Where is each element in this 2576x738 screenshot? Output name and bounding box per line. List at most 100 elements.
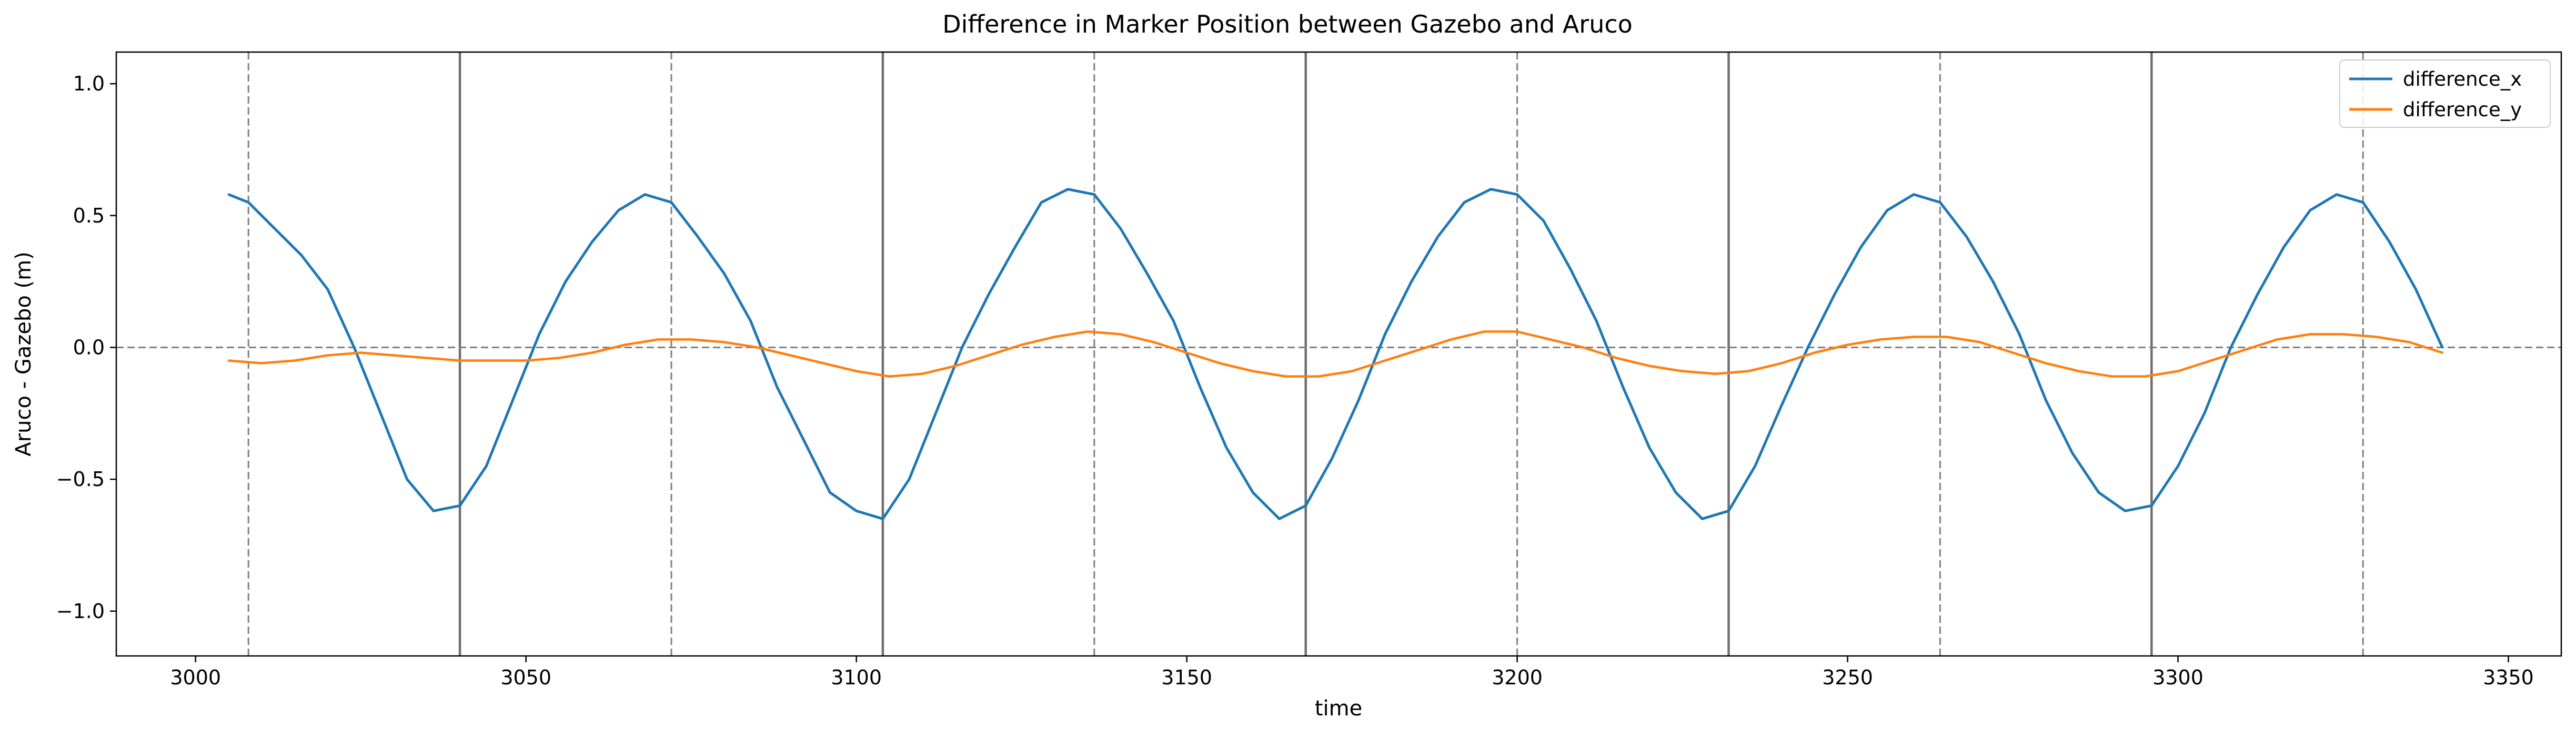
data-point-difference_y: [2210, 359, 2212, 362]
y-tick-label: 0.0: [73, 336, 105, 359]
data-point-difference_x: [1939, 201, 1941, 204]
data-point-difference_y: [2309, 333, 2311, 336]
data-point-difference_x: [1701, 518, 1704, 520]
data-point-difference_x: [855, 510, 858, 512]
data-point-difference_x: [2203, 412, 2206, 415]
data-point-difference_y: [2011, 351, 2014, 354]
data-point-difference_y: [2243, 349, 2246, 351]
data-point-difference_y: [426, 357, 428, 359]
data-point-difference_x: [2335, 193, 2338, 196]
data-point-difference_x: [802, 438, 805, 441]
data-point-difference_x: [406, 478, 408, 481]
data-point-difference_y: [1252, 370, 1254, 372]
data-point-difference_x: [247, 201, 250, 204]
data-point-difference_y: [558, 357, 560, 359]
data-point-difference_x: [2362, 201, 2364, 204]
data-point-difference_x: [2018, 333, 2021, 336]
data-point-difference_x: [2282, 246, 2285, 248]
data-point-difference_x: [1516, 193, 1518, 196]
data-point-difference_x: [1622, 386, 1624, 388]
x-tick-label: 3250: [1822, 666, 1873, 689]
data-point-difference_x: [934, 412, 937, 415]
data-point-difference_x: [511, 399, 514, 401]
data-point-difference_x: [2124, 510, 2127, 512]
data-point-difference_y: [1747, 370, 1750, 372]
data-point-difference_y: [954, 365, 957, 367]
data-point-difference_y: [2408, 341, 2411, 343]
data-point-difference_y: [789, 354, 792, 357]
data-point-difference_x: [1357, 399, 1360, 401]
data-point-difference_x: [961, 346, 963, 349]
data-point-difference_y: [921, 372, 924, 375]
data-point-difference_y: [393, 354, 395, 357]
y-tick-label: 0.5: [73, 204, 105, 227]
x-axis-label: time: [1315, 696, 1362, 721]
data-point-difference_y: [2276, 338, 2278, 341]
data-point-difference_x: [1410, 280, 1413, 283]
data-point-difference_x: [227, 193, 230, 196]
data-point-difference_y: [1152, 341, 1155, 343]
data-point-difference_x: [617, 209, 620, 211]
y-tick-label: 1.0: [73, 72, 105, 95]
data-point-difference_y: [260, 362, 263, 365]
data-point-difference_x: [1886, 209, 1888, 211]
legend-label-difference_x: difference_x: [2403, 68, 2522, 90]
data-point-difference_x: [432, 510, 435, 512]
data-point-difference_y: [2441, 351, 2443, 354]
data-point-difference_y: [1417, 349, 1420, 351]
data-point-difference_x: [326, 288, 329, 291]
data-point-difference_x: [1304, 504, 1307, 507]
data-point-difference_x: [565, 280, 567, 283]
data-point-difference_y: [1483, 330, 1485, 333]
data-point-difference_x: [723, 272, 726, 275]
data-point-difference_x: [1780, 404, 1783, 407]
data-point-difference_y: [1582, 346, 1585, 349]
data-point-difference_y: [1681, 370, 1684, 372]
data-point-difference_x: [2309, 209, 2311, 211]
legend: difference_x difference_y: [2339, 59, 2551, 128]
data-point-difference_x: [1754, 465, 1756, 468]
data-point-difference_y: [657, 338, 659, 341]
data-point-difference_y: [1846, 343, 1849, 346]
data-point-difference_y: [888, 375, 891, 378]
data-point-difference_y: [1780, 362, 1783, 365]
data-point-difference_y: [326, 354, 329, 357]
data-point-difference_y: [987, 354, 990, 357]
x-tick-label: 3150: [1161, 666, 1212, 689]
data-point-difference_y: [1285, 375, 1287, 378]
data-point-difference_x: [2045, 399, 2047, 401]
data-point-difference_y: [2110, 375, 2113, 378]
data-point-difference_y: [1185, 351, 1188, 354]
x-tick-label: 3000: [170, 666, 221, 689]
data-point-difference_x: [908, 478, 911, 481]
data-point-difference_x: [2071, 451, 2074, 454]
data-point-difference_y: [294, 359, 296, 362]
data-point-difference_y: [2144, 375, 2146, 378]
data-point-difference_x: [776, 386, 778, 388]
data-point-difference_x: [643, 193, 646, 196]
data-point-difference_x: [749, 320, 752, 322]
data-point-difference_y: [822, 362, 824, 365]
data-point-difference_y: [1978, 341, 1981, 343]
data-point-difference_x: [538, 333, 540, 336]
data-point-difference_x: [1331, 457, 1333, 460]
data-point-difference_x: [1859, 246, 1862, 248]
data-point-difference_x: [1569, 267, 1572, 270]
data-point-difference_y: [855, 370, 858, 372]
series-difference_x: [227, 188, 2444, 520]
data-point-difference_x: [1040, 201, 1043, 204]
data-point-difference_x: [1833, 294, 1836, 296]
data-point-difference_x: [1463, 201, 1466, 204]
data-point-difference_y: [1317, 375, 1320, 378]
data-point-difference_x: [697, 235, 699, 238]
data-point-difference_y: [690, 338, 692, 341]
data-point-difference_x: [2177, 465, 2179, 468]
data-point-difference_x: [1913, 193, 1915, 196]
data-point-difference_x: [485, 465, 488, 468]
data-point-difference_x: [1014, 246, 1017, 248]
data-point-difference_y: [1714, 372, 1717, 375]
data-point-difference_x: [1384, 333, 1386, 336]
data-point-difference_x: [1436, 235, 1439, 238]
data-point-difference_x: [1093, 193, 1095, 196]
data-point-difference_y: [1020, 343, 1023, 346]
